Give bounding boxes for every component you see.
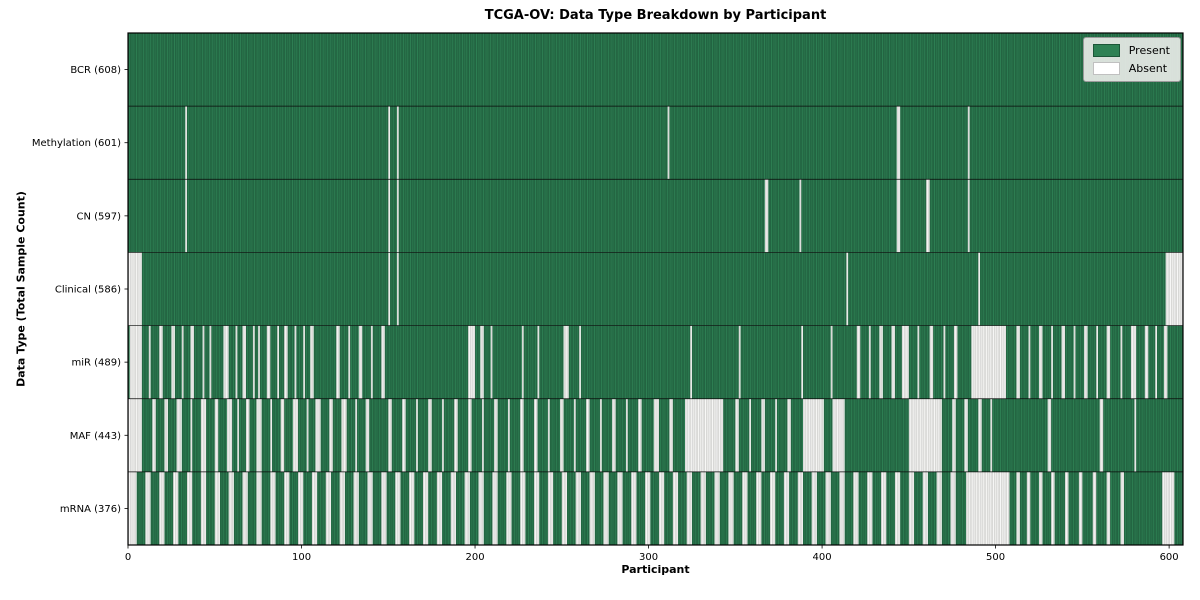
row-MAF <box>128 398 1183 472</box>
row-CN <box>128 179 1183 253</box>
x-tick-label: 300 <box>639 552 658 563</box>
legend-item-absent: Absent <box>1092 62 1170 75</box>
y-tick-label: CN (597) <box>76 211 121 222</box>
x-tick-label: 200 <box>465 552 484 563</box>
x-tick-label: 0 <box>125 552 131 563</box>
x-tick-label: 100 <box>292 552 311 563</box>
chart-title: TCGA-OV: Data Type Breakdown by Particip… <box>484 8 827 23</box>
x-tick-label: 500 <box>986 552 1005 563</box>
row-miR <box>128 325 1183 399</box>
row-BCR <box>128 33 1183 107</box>
x-tick-label: 600 <box>1160 552 1179 563</box>
x-axis-label: Participant <box>621 563 690 576</box>
y-tick-label: Clinical (586) <box>55 285 121 296</box>
legend-label-absent: Absent <box>1128 62 1168 75</box>
x-tick-label: 400 <box>813 552 832 563</box>
row-Methylation <box>128 106 1183 180</box>
y-tick-label: mRNA (376) <box>60 504 121 515</box>
legend-item-present: Present <box>1092 44 1170 57</box>
legend-swatch-absent-icon <box>1092 62 1120 75</box>
row-Clinical <box>128 252 1183 326</box>
y-tick-label: miR (489) <box>71 358 121 369</box>
legend-swatch-present-icon <box>1092 44 1120 57</box>
legend: Present Absent <box>1082 37 1181 82</box>
legend-label-present: Present <box>1128 44 1170 57</box>
y-tick-label: Methylation (601) <box>32 138 121 149</box>
row-mRNA <box>128 471 1183 545</box>
y-tick-label: BCR (608) <box>70 65 121 76</box>
plot-border <box>127 32 1184 546</box>
y-tick-label: MAF (443) <box>70 431 121 442</box>
